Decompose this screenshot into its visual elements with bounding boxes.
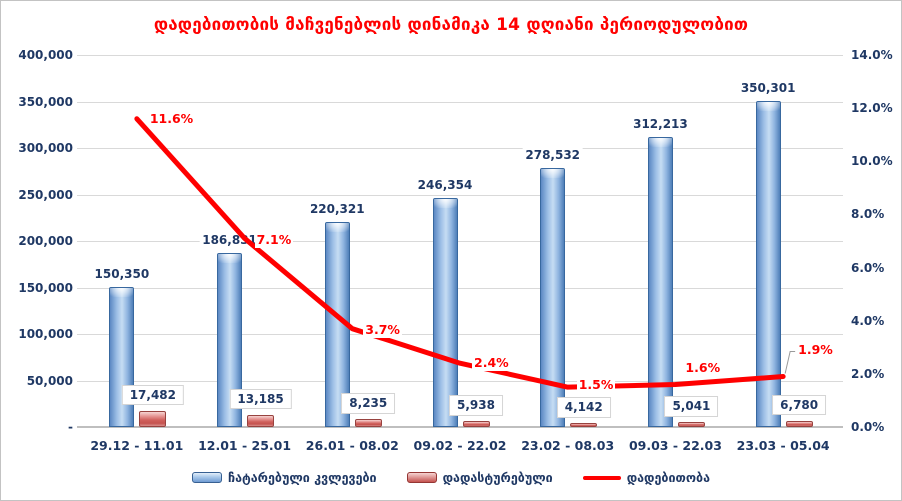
legend-label: დადასტურებული [442, 470, 553, 485]
left-axis-tick: 300,000 [18, 141, 73, 155]
x-axis-label: 26.01 - 08.02 [305, 438, 399, 453]
positivity-point-label: 11.6% [147, 110, 196, 127]
positivity-point-label: 7.1% [254, 232, 294, 249]
legend-bar-swatch-icon [191, 472, 222, 483]
left-axis-tick: 250,000 [18, 187, 73, 202]
gridline [77, 380, 843, 382]
right-axis-tick: 4.0% [851, 313, 885, 328]
gridline [77, 287, 843, 289]
x-axis-label: 09.02 - 22.02 [413, 438, 507, 453]
conducted-tests-value-label: 246,354 [414, 176, 476, 194]
label-leader-line [784, 351, 796, 374]
right-axis-tick: 0.0% [851, 420, 885, 434]
right-axis-tick: 6.0% [851, 260, 885, 275]
bar-conducted-tests [755, 101, 781, 427]
gridline [77, 194, 843, 196]
legend-bar-swatch-icon [406, 472, 437, 483]
positivity-point-label: 1.6% [683, 360, 723, 377]
gridline [77, 334, 843, 335]
left-axis-tick: 150,000 [18, 280, 73, 295]
gridline [77, 241, 843, 242]
legend-label: დადებითობა [626, 470, 710, 485]
left-axis-tick: 50,000 [26, 373, 73, 388]
bar-confirmed [677, 422, 705, 427]
bar-conducted-tests [647, 136, 673, 427]
bar-confirmed [354, 419, 382, 427]
conducted-tests-value-label: 150,350 [91, 266, 153, 283]
legend-item: დადებითობა [582, 470, 710, 485]
left-axis-tick: 200,000 [18, 234, 73, 248]
left-axis-tick: 350,000 [18, 94, 73, 109]
positivity-point-label: 1.9% [796, 341, 835, 358]
bar-confirmed [785, 420, 813, 427]
right-axis-tick: 10.0% [851, 154, 893, 169]
legend-item: ჩატარებული კვლევები [191, 470, 377, 485]
legend-label: ჩატარებული კვლევები [227, 470, 377, 485]
confirmed-value-label: 4,142 [556, 397, 611, 418]
left-axis-tick: 100,000 [18, 327, 73, 341]
gridline [77, 148, 843, 149]
legend-item: დადასტურებული [406, 470, 553, 485]
conducted-tests-value-label: 186,831 [199, 232, 260, 249]
positivity-point-label: 3.7% [363, 321, 402, 338]
right-axis-tick: 2.0% [851, 366, 885, 381]
confirmed-value-label: 5,938 [449, 395, 503, 416]
bar-confirmed [462, 421, 490, 427]
x-axis-label: 29.12 - 11.01 [90, 438, 184, 453]
x-axis-label: 23.02 - 08.03 [521, 438, 615, 453]
left-axis-tick: - [68, 420, 73, 434]
gridline [77, 55, 843, 56]
bar-conducted-tests [432, 197, 458, 427]
right-axis-tick: 8.0% [851, 207, 885, 222]
bar-conducted-tests [109, 287, 135, 427]
conducted-tests-value-label: 350,301 [737, 80, 799, 97]
right-axis-tick: 14.0% [851, 48, 893, 62]
x-axis-label: 12.01 - 25.01 [198, 438, 292, 453]
bar-confirmed [139, 410, 167, 427]
confirmed-value-label: 5,041 [664, 396, 719, 417]
chart-title: დადებითობის მაჩვენებლის დინამიკა 14 დღია… [153, 15, 749, 35]
positivity-point-label: 2.4% [472, 355, 511, 372]
x-axis-line [77, 426, 843, 428]
conducted-tests-value-label: 278,532 [522, 146, 584, 164]
bar-confirmed [570, 423, 598, 427]
confirmed-value-label: 13,185 [229, 388, 292, 410]
confirmed-value-label: 6,780 [772, 394, 827, 416]
confirmed-value-label: 8,235 [341, 393, 396, 414]
conducted-tests-value-label: 312,213 [630, 115, 691, 133]
legend: ჩატარებული კვლევები დადასტურებული დადებითო… [1, 470, 901, 485]
confirmed-value-label: 17,482 [121, 384, 184, 406]
bar-confirmed [247, 414, 275, 427]
bar-conducted-tests [540, 167, 566, 427]
positivity-point-label: 1.5% [576, 377, 616, 394]
gridline [77, 101, 843, 103]
legend-line-swatch-icon [582, 475, 621, 480]
conducted-tests-value-label: 220,321 [306, 201, 368, 218]
x-axis-label: 23.03 - 05.04 [736, 438, 830, 453]
left-axis-tick: 400,000 [18, 48, 73, 62]
x-axis-label: 09.03 - 22.03 [628, 438, 722, 453]
right-axis-tick: 12.0% [851, 101, 893, 116]
